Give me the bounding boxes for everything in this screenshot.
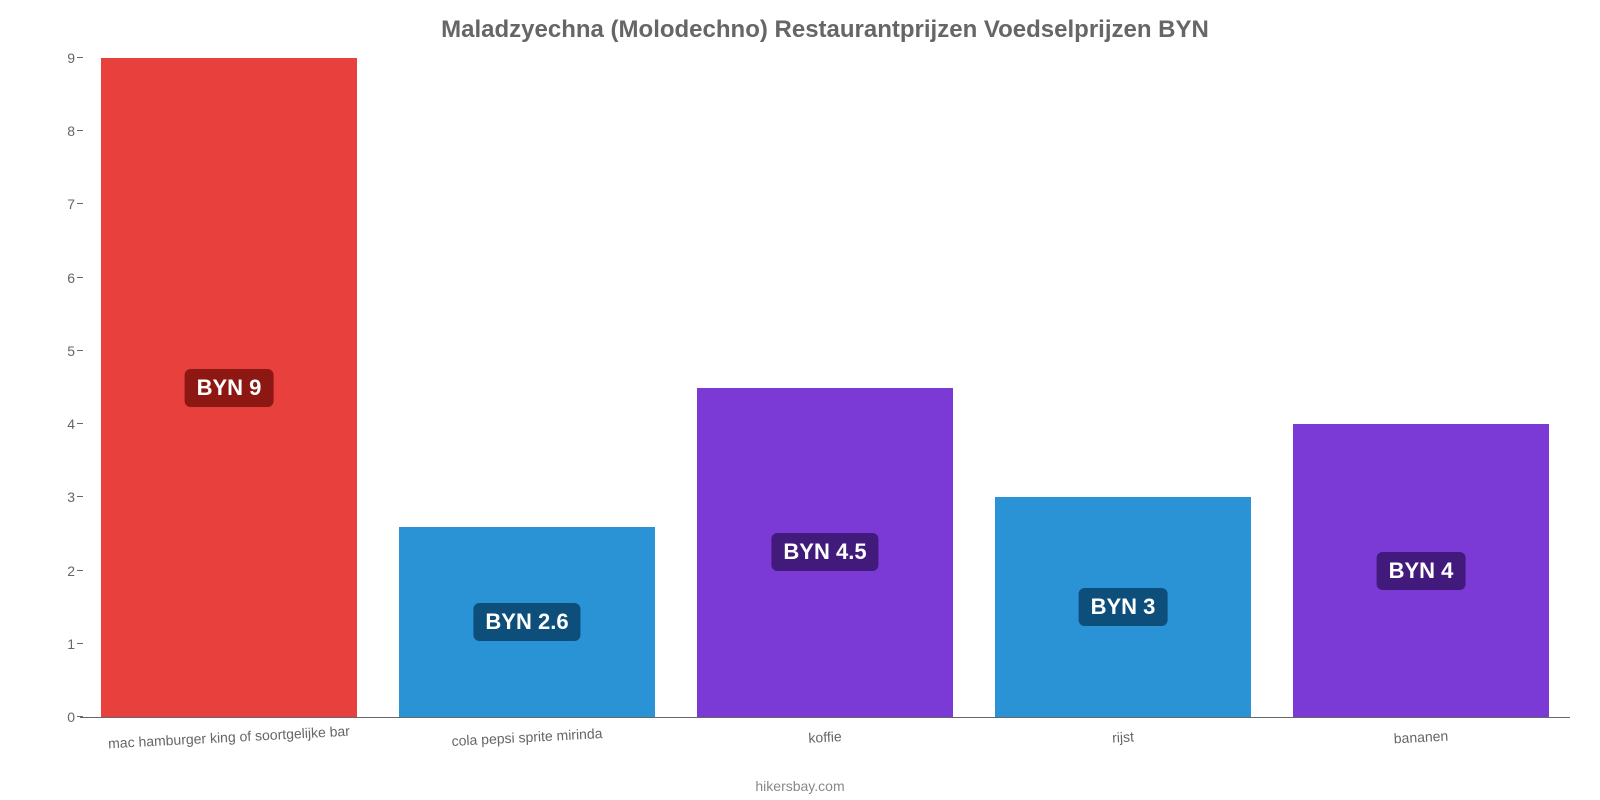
x-category-label: bananen <box>1272 721 1570 753</box>
y-axis: 0123456789 <box>35 58 75 717</box>
bar-slot: BYN 3 <box>974 58 1272 717</box>
bar: BYN 9 <box>101 58 357 717</box>
bar: BYN 4.5 <box>697 388 953 718</box>
chart-container: Maladzyechna (Molodechno) Restaurantprij… <box>0 0 1600 800</box>
plot-area: 0123456789 BYN 9BYN 2.6BYN 4.5BYN 3BYN 4… <box>80 58 1570 718</box>
bar-slot: BYN 9 <box>80 58 378 717</box>
y-tick-label: 8 <box>35 123 75 139</box>
y-tick-label: 7 <box>35 196 75 212</box>
y-tick-label: 4 <box>35 416 75 432</box>
y-tick-label: 3 <box>35 489 75 505</box>
attribution-text: hikersbay.com <box>0 778 1600 794</box>
bar: BYN 3 <box>995 497 1251 717</box>
y-tick-label: 2 <box>35 563 75 579</box>
bar: BYN 4 <box>1293 424 1549 717</box>
bar: BYN 2.6 <box>399 527 655 717</box>
bar-value-label: BYN 2.6 <box>473 603 580 641</box>
bar-value-label: BYN 9 <box>185 369 274 407</box>
bar-value-label: BYN 4 <box>1377 552 1466 590</box>
bar-value-label: BYN 3 <box>1079 588 1168 626</box>
bar-slot: BYN 2.6 <box>378 58 676 717</box>
y-tick-label: 9 <box>35 50 75 66</box>
y-tick-label: 5 <box>35 343 75 359</box>
x-category-label: koffie <box>676 721 974 753</box>
chart-title: Maladzyechna (Molodechno) Restaurantprij… <box>80 10 1570 54</box>
bars-group: BYN 9 BYN 2.6 BYN 4.5 BYN 3 BYN 4 <box>80 58 1570 717</box>
y-tick-label: 6 <box>35 270 75 286</box>
y-tick-label: 1 <box>35 636 75 652</box>
x-category-label: mac hamburger king of soortgelijke bar <box>80 721 378 753</box>
x-category-label: rijst <box>974 721 1272 753</box>
bar-slot: BYN 4.5 <box>676 58 974 717</box>
x-axis: mac hamburger king of soortgelijke barco… <box>80 729 1570 745</box>
bar-value-label: BYN 4.5 <box>771 533 878 571</box>
x-category-label: cola pepsi sprite mirinda <box>378 721 676 753</box>
bar-slot: BYN 4 <box>1272 58 1570 717</box>
y-tick-label: 0 <box>35 709 75 725</box>
